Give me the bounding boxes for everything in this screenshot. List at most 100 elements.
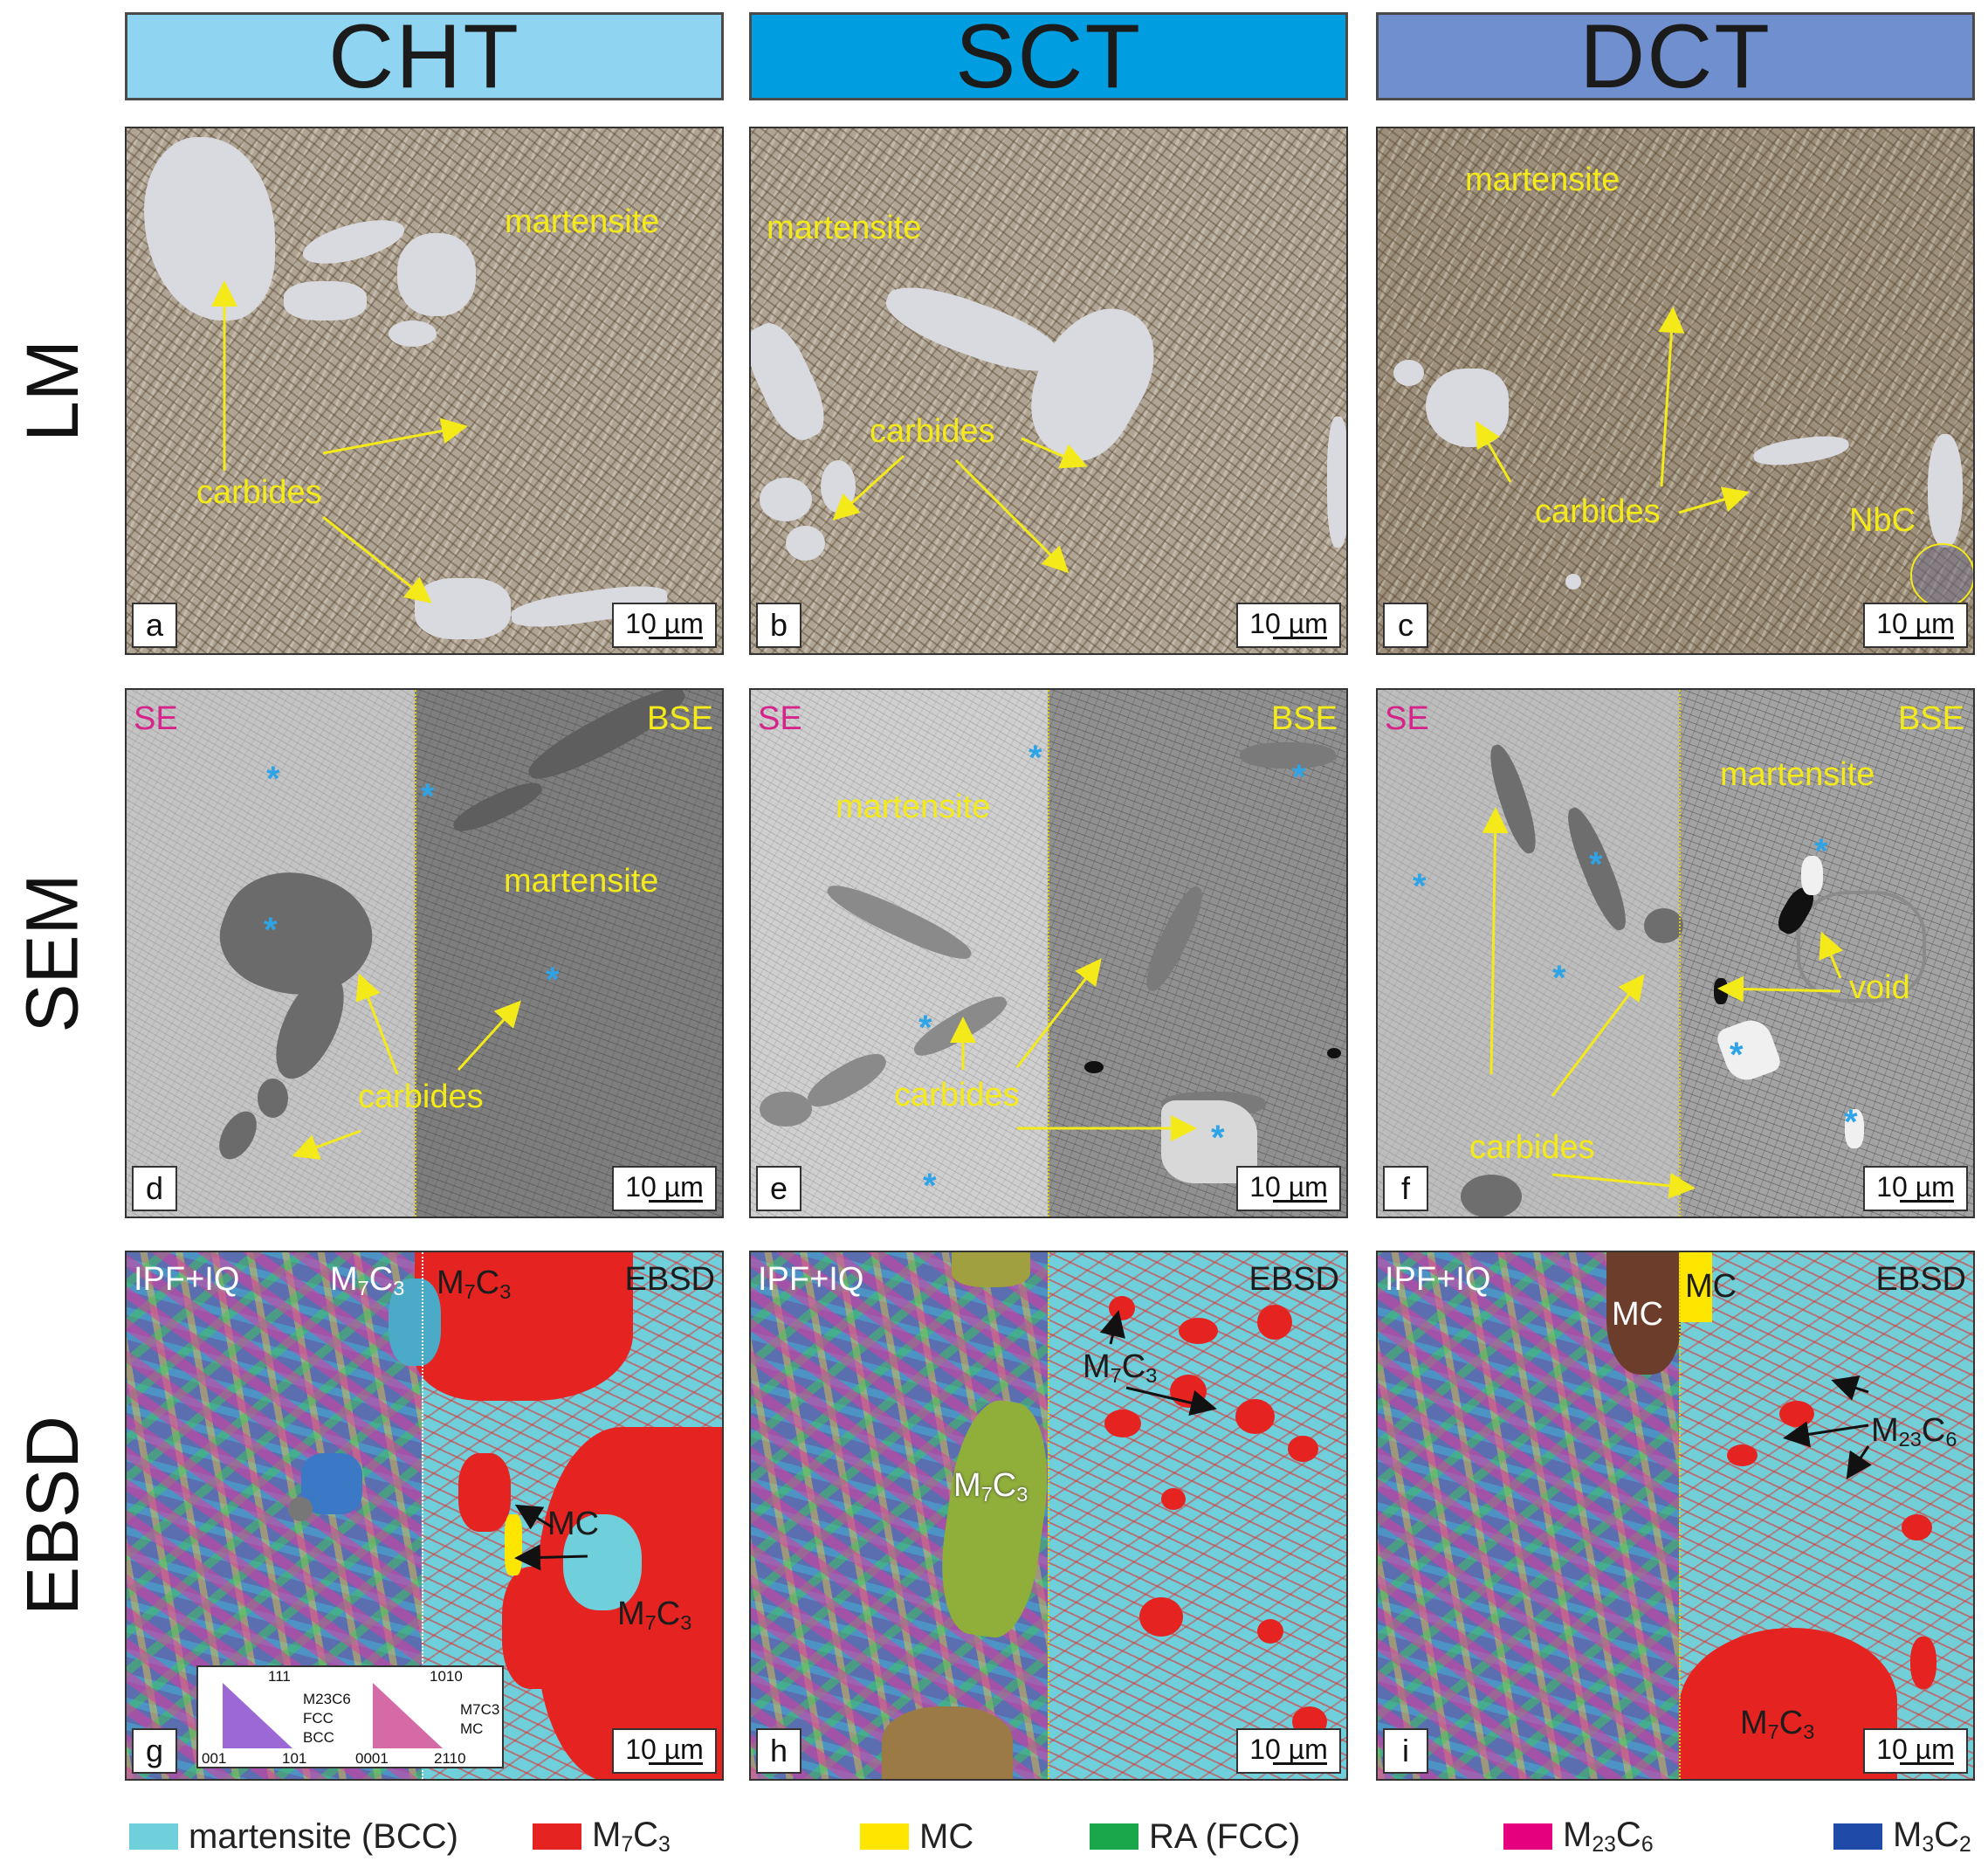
legend-text: M7C3 [592,1815,671,1858]
label-carbides: carbides [1535,493,1661,530]
measurement-point: * [1844,1103,1858,1141]
panel-a-lm-cht: martensite carbides a 10 µm [125,127,724,655]
label-mc: MC [547,1506,600,1542]
carbide-particle [397,233,476,316]
label-se: SE [758,700,802,737]
scale-bar: 10 µm [612,1166,717,1211]
measurement-point: * [421,777,435,816]
legend-m23c6: M23C6 [1503,1815,1654,1858]
column-header-sct: SCT [749,11,1348,102]
legend-mc: MC [860,1815,973,1858]
scale-bar: 10 µm [1236,603,1341,648]
legend-ra-fcc: RA (FCC) [1090,1815,1300,1858]
cubic-ipf-triangle [223,1683,292,1748]
legend-text: MC [919,1816,974,1856]
hex-ipf-triangle [373,1683,443,1748]
row-label-ebsd: EBSD [10,1416,93,1616]
legend-swatch [1833,1823,1882,1850]
ipf-ebsd-divider [1679,1252,1681,1779]
panel-letter: i [1383,1728,1428,1774]
carbide-particle [144,137,275,321]
carbide-particle [1426,369,1509,447]
label-carbides: carbides [894,1077,1020,1113]
label-bse: BSE [646,700,713,737]
label-martensite: martensite [504,863,659,900]
label-nbc: NbC [1849,502,1916,539]
m23c6-region [1779,1401,1814,1427]
se-image [751,690,1048,1217]
m23c6-region [1727,1444,1758,1466]
carbide-particle [284,281,367,321]
carbide-particle [760,478,812,521]
nbc-particle [1910,543,1973,608]
label-martensite: martensite [1720,756,1875,793]
m7c3-grain [1139,1597,1183,1637]
ipf-ebsd-divider [422,1252,423,1779]
scale-bar: 10 µm [1863,1166,1968,1211]
legend-text: RA (FCC) [1149,1816,1301,1856]
label-carbides: carbides [870,413,995,450]
carbide-particle [760,1092,812,1127]
carbide-particle [1393,360,1424,386]
m7c3-grain [1161,1488,1186,1510]
measurement-point: * [918,1009,932,1047]
ipf-ebsd-divider [1048,1252,1049,1779]
label-martensite: martensite [767,210,922,246]
carbide-particle [1327,417,1346,548]
m7c3-grain [1179,1318,1218,1344]
label-mc: MC [1685,1268,1737,1305]
carbide-particle [1644,908,1683,943]
mc-grain [1679,1252,1712,1322]
legend-martensite: martensite (BCC) [129,1815,458,1858]
scale-bar: 10 µm [1236,1728,1341,1774]
legend-swatch [860,1823,909,1850]
m7c3-grain [502,1567,572,1689]
se-bse-divider [1679,690,1681,1217]
panel-b-lm-sct: martensite carbides b 10 µm [749,127,1348,655]
label-bse: BSE [1897,700,1964,737]
void [1084,1061,1104,1073]
m7c3-grain [1257,1619,1283,1644]
panel-f-sem-dct: SE BSE martensite void carbides * * * * … [1376,688,1975,1218]
void [1327,1048,1341,1058]
column-header-dct: DCT [1376,11,1975,102]
panel-letter: h [756,1728,801,1774]
carbide-particle-bright [1801,856,1823,895]
label-m7c3-ipf: M7C3 [330,1261,405,1299]
carbide-particle [751,314,836,449]
m7c3-grain [1109,1296,1135,1320]
m7c3-grain [1170,1375,1207,1408]
ipf-iq-map [751,1252,1048,1779]
panel-g-ebsd-cht: IPF+IQ M7C3 M7C3 EBSD MC M7C3 111 001 10… [125,1251,724,1781]
ra-matrix-inside [563,1514,642,1610]
label-martensite: martensite [836,789,991,825]
label-ipf-iq: IPF+IQ [1385,1261,1491,1298]
m7c3-grain-ipf [288,1497,313,1521]
label-se: SE [134,700,178,737]
carbide-particle [821,460,856,513]
carbide-particle [1007,287,1176,476]
label-martensite: martensite [505,203,660,240]
measurement-point: * [546,961,560,999]
m7c3-grain-ipf [882,1706,1013,1779]
label-carbides: carbides [196,474,322,511]
legend-text: M3C2 [1893,1815,1971,1858]
carbide-particle [258,1079,288,1118]
panel-letter: f [1383,1166,1428,1211]
label-ebsd: EBSD [624,1261,715,1298]
panel-i-ebsd-dct: IPF+IQ MC MC EBSD M23C6 M7C3 i 10 µm [1376,1251,1975,1781]
measurement-point: * [264,911,278,949]
panel-letter: d [132,1166,177,1211]
panel-letter: e [756,1166,801,1211]
se-image [1378,690,1679,1217]
mc-particles [505,1514,522,1575]
label-ipf-iq: IPF+IQ [134,1261,240,1298]
measurement-point: * [923,1167,937,1205]
m7c3-grain-ipf [389,1279,441,1366]
label-bse: BSE [1270,700,1338,737]
m7c3-grain-ipf [952,1252,1030,1287]
legend-swatch [1503,1823,1552,1850]
label-ebsd: EBSD [1875,1261,1966,1298]
legend-swatch [533,1823,581,1850]
m7c3-grain [415,1252,633,1401]
